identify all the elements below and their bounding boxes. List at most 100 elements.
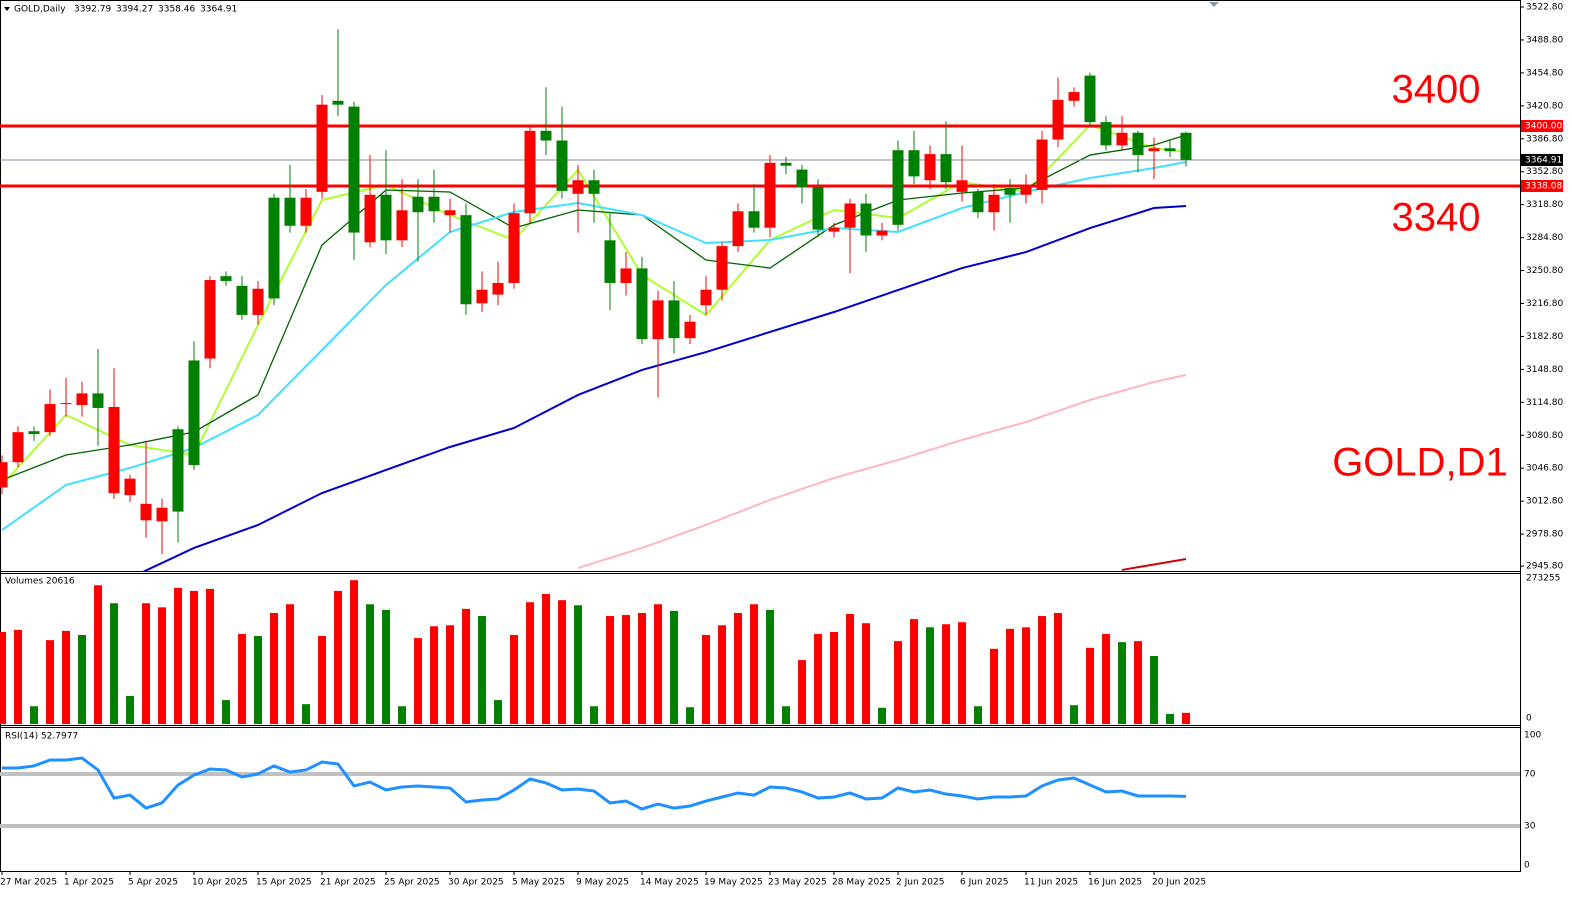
- y-tick-label: 3454.80: [1526, 68, 1563, 78]
- candle-body: [428, 196, 440, 212]
- candle-body: [652, 300, 664, 340]
- volume-bar: [1166, 713, 1174, 724]
- candle-body: [0, 462, 8, 488]
- volume-bar: [1150, 656, 1158, 724]
- candle-body: [284, 197, 296, 226]
- ohlc-value: 3392.79: [74, 5, 111, 15]
- x-tick-label: 5 May 2025: [512, 878, 565, 888]
- shift-marker: [1209, 2, 1219, 7]
- x-tick-label: 20 Jun 2025: [1152, 878, 1206, 888]
- volume-bar: [750, 604, 758, 724]
- ohlc-value: 3364.91: [200, 5, 237, 15]
- volume-bar: [62, 630, 70, 724]
- candle-body: [28, 431, 40, 435]
- y-tick-label: 3522.80: [1526, 3, 1563, 13]
- candle-body: [268, 197, 280, 299]
- volume-bar: [670, 610, 678, 724]
- y-tick-label: 2978.80: [1526, 530, 1563, 540]
- candle-body: [1052, 99, 1064, 140]
- rsi-tick-label: 70: [1524, 770, 1536, 780]
- y-tick-label: 3318.80: [1526, 200, 1563, 210]
- candle-body: [460, 215, 472, 305]
- volume-bar: [1182, 712, 1190, 724]
- volume-bar: [830, 631, 838, 724]
- volume-bar: [270, 612, 278, 724]
- candle-body: [76, 393, 88, 406]
- candle-body: [844, 203, 856, 228]
- rsi-title: RSI(14) 52.7977: [5, 732, 78, 742]
- candle-body: [700, 289, 712, 306]
- candle-body: [748, 211, 760, 228]
- candle-body: [316, 104, 328, 192]
- candle-body: [236, 285, 248, 315]
- price-plot: [0, 29, 1520, 571]
- candle-body: [828, 227, 840, 232]
- level-box: [1521, 179, 1563, 192]
- volume-bar: [926, 627, 934, 724]
- x-tick-label: 28 May 2025: [832, 878, 891, 888]
- volume-bar: [702, 635, 710, 724]
- candle-body: [124, 478, 136, 496]
- volume-bar: [846, 613, 854, 724]
- annotation: 3340: [1392, 196, 1481, 240]
- volume-bar: [526, 602, 534, 724]
- chart-frame: [0, 0, 1521, 872]
- candle-body: [636, 268, 648, 340]
- candle-body: [1004, 187, 1016, 195]
- y-tick-label: 3012.80: [1526, 497, 1563, 507]
- candle-body: [796, 169, 808, 188]
- x-tick-label: 6 Jun 2025: [960, 878, 1008, 888]
- menu-triangle: [4, 7, 10, 11]
- volume-bar: [366, 604, 374, 724]
- moving-average: [577, 374, 1187, 569]
- candle-body: [140, 503, 152, 521]
- volume-bar: [238, 633, 246, 724]
- candle-body: [668, 300, 680, 339]
- candle-body: [1100, 122, 1112, 146]
- volume-bar: [78, 635, 86, 724]
- volume-bar: [734, 612, 742, 724]
- x-tick-label: 9 May 2025: [576, 878, 629, 888]
- volume-bar: [542, 594, 550, 724]
- candle-body: [812, 187, 824, 230]
- volume-bar: [814, 633, 822, 724]
- candle-body: [332, 100, 344, 105]
- candle-body: [44, 404, 56, 433]
- volume-bar: [654, 604, 662, 724]
- volume-bar: [910, 619, 918, 724]
- candle-body: [572, 180, 584, 194]
- y-tick-label: 2945.80: [1526, 562, 1563, 572]
- x-tick-label: 2 Jun 2025: [896, 878, 944, 888]
- candle-body: [492, 282, 504, 295]
- x-tick-label: 15 Apr 2025: [256, 878, 312, 888]
- volume-bar: [878, 707, 886, 724]
- candle-body: [780, 162, 792, 166]
- candle-body: [972, 191, 984, 213]
- volume-bar: [126, 695, 134, 724]
- volume-bar: [510, 635, 518, 724]
- candle-body: [300, 197, 312, 226]
- y-tick-label: 3250.80: [1526, 266, 1563, 276]
- candle-body: [924, 154, 936, 181]
- candle-body: [1020, 185, 1032, 195]
- candle-body: [556, 140, 568, 191]
- candle-body: [716, 246, 728, 290]
- volume-title: Volumes 20616: [5, 577, 75, 587]
- volume-bar: [942, 624, 950, 724]
- candle-body: [908, 150, 920, 177]
- candle-body: [1068, 92, 1080, 101]
- volume-bar: [0, 631, 6, 724]
- volume-bar: [46, 640, 54, 724]
- candle-body: [732, 211, 744, 247]
- volume-bar: [430, 626, 438, 724]
- candle-body: [92, 393, 104, 408]
- candle-body: [588, 180, 600, 194]
- volume-bar: [174, 587, 182, 724]
- candle-body: [476, 289, 488, 304]
- volume-bar: [446, 625, 454, 724]
- candle-body: [156, 507, 168, 522]
- volume-bar: [958, 622, 966, 724]
- candle-body: [876, 230, 888, 236]
- rsi-tick-label: 0: [1524, 861, 1530, 871]
- volume-bar: [638, 612, 646, 724]
